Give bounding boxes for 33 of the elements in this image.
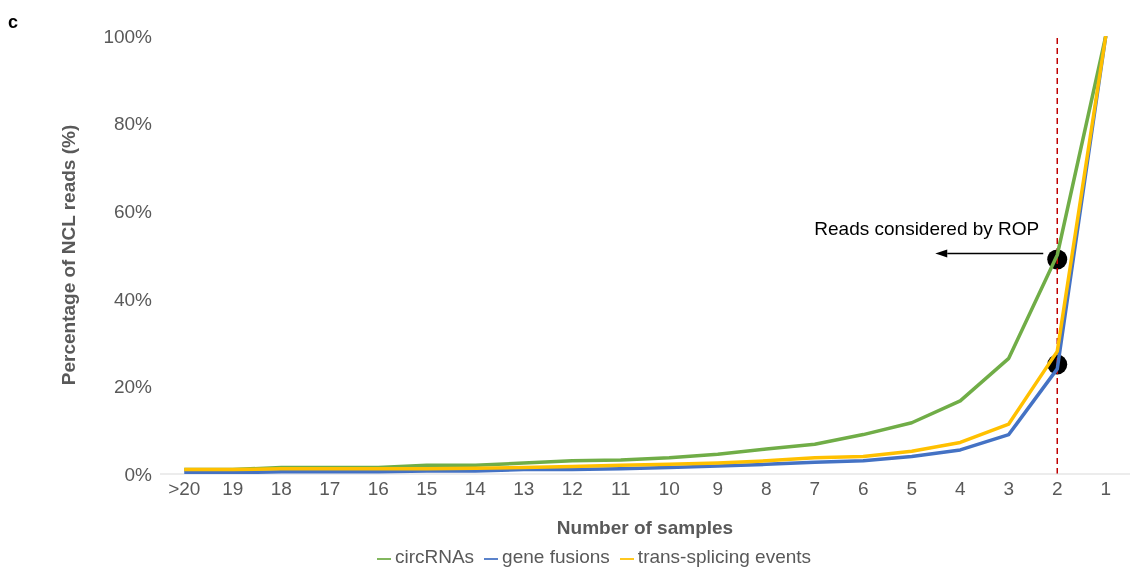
x-tick-label: 19	[222, 478, 244, 500]
x-tick-label: >20	[168, 478, 201, 500]
x-tick-label: 8	[760, 478, 772, 500]
x-tick-label: 17	[319, 478, 341, 500]
y-tick-label: 0%	[124, 463, 153, 485]
x-tick-label: 7	[809, 478, 821, 500]
text: c	[8, 12, 19, 33]
x-tick-label: 4	[954, 478, 966, 500]
x-tick-label: 12	[561, 478, 583, 500]
legend-label: gene fusions	[502, 546, 610, 567]
y-tick-label: 20%	[113, 376, 153, 398]
x-tick-label: 13	[513, 478, 535, 500]
x-axis-title: Number of samples	[556, 517, 734, 538]
x-tick-label: 9	[712, 478, 724, 500]
y-tick-label: 100%	[103, 25, 153, 47]
x-tick-label: 10	[658, 478, 680, 500]
x-tick-label: 16	[367, 478, 389, 500]
x-tick-label: 3	[1003, 478, 1015, 500]
y-tick-label: 80%	[113, 113, 153, 135]
annotation: Reads considered by ROP	[814, 218, 1040, 240]
legend-label: trans-splicing events	[637, 546, 812, 567]
x-tick-label: 5	[906, 478, 918, 500]
x-tick-label: 2	[1051, 478, 1063, 500]
x-tick-label: 14	[464, 478, 487, 500]
x-tick-label: 1	[1100, 478, 1112, 500]
x-tick-label: 11	[610, 478, 631, 500]
x-tick-label: 6	[857, 478, 869, 500]
x-tick-label: 15	[416, 478, 438, 500]
legend-label: circRNAs	[394, 546, 475, 567]
y-tick-label: 60%	[113, 200, 153, 222]
y-axis-title: Percentage of NCL reads (%)	[57, 124, 79, 386]
y-tick-label: 40%	[113, 288, 153, 310]
x-tick-label: 18	[270, 478, 292, 500]
